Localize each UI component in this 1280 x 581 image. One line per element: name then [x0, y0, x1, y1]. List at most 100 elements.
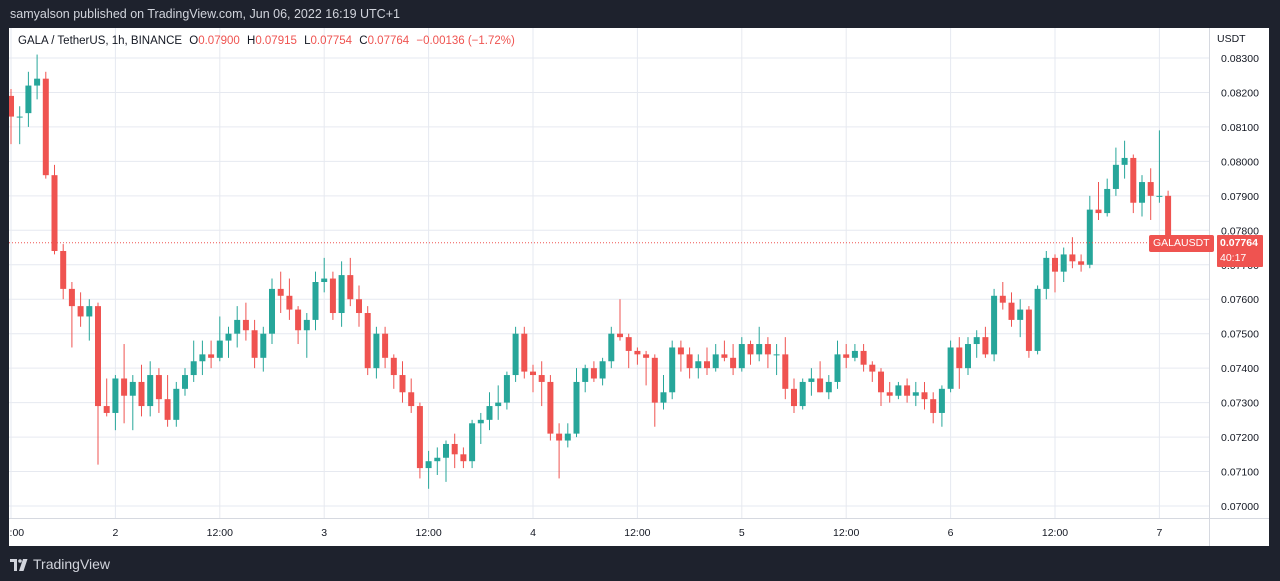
candle-body — [625, 337, 632, 351]
candle-body — [921, 392, 928, 400]
candle-body — [912, 392, 919, 396]
y-tick-label: 0.08000 — [1221, 156, 1259, 168]
candle-body — [147, 375, 154, 407]
candle-body — [617, 333, 623, 338]
candle-body — [999, 295, 1006, 303]
price-unit: USDT — [1217, 33, 1246, 45]
candle-body — [556, 433, 563, 441]
candle-body — [68, 288, 75, 307]
candle-body — [190, 361, 197, 376]
candle-body — [764, 344, 771, 355]
y-tick-label: 0.08300 — [1221, 53, 1259, 65]
candle-body — [390, 357, 397, 376]
open-value: 0.07900 — [198, 35, 240, 47]
candle-body — [277, 288, 284, 296]
candle-body — [860, 350, 867, 365]
candle-body — [242, 319, 249, 331]
candle-body — [112, 378, 119, 413]
candle-body — [60, 250, 67, 289]
close-value: 0.07764 — [367, 35, 410, 47]
x-tick-label: 7 — [1156, 527, 1162, 539]
candle-body — [1095, 209, 1102, 214]
y-tick-label: 0.07900 — [1221, 191, 1259, 203]
candle-body — [869, 364, 876, 372]
candle-body — [129, 381, 136, 396]
candle-body — [1078, 261, 1085, 265]
candle-body — [599, 361, 606, 379]
candle-body — [382, 333, 389, 358]
x-tick-label: 12:00 — [624, 527, 650, 539]
y-tick-label: 0.07800 — [1221, 225, 1259, 237]
candle-body — [730, 357, 737, 369]
x-tick-label: 12:00 — [9, 527, 24, 539]
candle-body — [643, 354, 650, 358]
last-price-value: 0.07764 — [1220, 237, 1258, 249]
y-tick-label: 0.07600 — [1221, 294, 1259, 306]
candle-body — [434, 457, 441, 462]
candle-body — [364, 313, 371, 369]
footer-bar: TradingView — [0, 546, 1280, 581]
candle-body — [34, 78, 41, 86]
candle-body — [486, 406, 493, 420]
candle-body — [947, 347, 954, 389]
open-label: O — [189, 35, 199, 47]
candle-body — [973, 337, 980, 345]
candle-body — [547, 381, 554, 434]
close-label: C — [359, 35, 368, 47]
time-scale[interactable]: 12:00 2 12:00 3 12:00 4 12:00 5 12:00 6 12:00 7 — [9, 518, 1269, 540]
publisher-line: samyalson published on TradingView.com, … — [10, 7, 400, 21]
x-tick-label: 4 — [530, 527, 536, 539]
candle-body — [356, 299, 362, 314]
symbol-name[interactable]: GALA / TetherUS, 1h, BINANCE — [18, 35, 183, 47]
tradingview-logo-icon — [10, 559, 28, 572]
candle-body — [477, 419, 484, 424]
candle-body — [756, 344, 763, 355]
candle-body — [86, 306, 93, 317]
candle-body — [738, 344, 745, 369]
candle-body — [503, 375, 510, 403]
candle-body — [782, 354, 789, 389]
candle-body — [1147, 182, 1154, 196]
candle-body — [329, 278, 336, 314]
candle-body — [286, 295, 293, 310]
low-label: L — [304, 35, 311, 47]
candle-body — [295, 309, 302, 331]
chart-frame[interactable]: 0.08300 0.08200 0.08100 0.08000 0.07900 0.078… — [9, 28, 1269, 546]
x-tick-label: 5 — [739, 527, 745, 539]
candle-body — [747, 344, 754, 355]
candle-body — [886, 392, 893, 396]
tradingview-brand[interactable]: TradingView — [10, 556, 110, 572]
candle-body — [808, 378, 815, 382]
candle-body — [16, 116, 23, 118]
candle-body — [582, 368, 589, 382]
last-price-symbol-tag: GALAUSDT — [1149, 235, 1214, 252]
price-scale[interactable]: 0.08300 0.08200 0.08100 0.08000 0.07900 0.078… — [1209, 28, 1260, 546]
candle-body — [573, 381, 580, 434]
candle-body — [373, 333, 380, 369]
symbol-legend: GALA / TetherUS, 1h, BINANCE O0.07900 H0… — [18, 35, 515, 47]
candle-body — [791, 388, 797, 407]
candle-body — [234, 319, 241, 334]
candle-body — [1043, 257, 1050, 289]
bar-countdown: 40:17 — [1220, 252, 1247, 264]
grid — [9, 28, 1209, 518]
candle-body — [773, 354, 780, 356]
candle-body — [564, 433, 571, 441]
x-tick-label: 2 — [112, 527, 118, 539]
candle-body — [338, 275, 345, 314]
candle-body — [1060, 254, 1067, 272]
candle-body — [956, 347, 963, 369]
candle-body — [77, 306, 84, 317]
candle-body — [799, 381, 806, 407]
candle-body — [530, 371, 536, 376]
candlestick-chart[interactable]: 0.08300 0.08200 0.08100 0.08000 0.07900 0.078… — [9, 28, 1269, 546]
candle-body — [312, 282, 319, 320]
x-tick-label: 6 — [948, 527, 954, 539]
candle-body — [1139, 182, 1145, 203]
candle-body — [1121, 157, 1128, 165]
candle-body — [1052, 257, 1058, 272]
candle-body — [25, 85, 32, 114]
y-tick-label: 0.08100 — [1221, 122, 1259, 134]
candle-body — [443, 443, 449, 458]
candle-body — [216, 340, 223, 358]
